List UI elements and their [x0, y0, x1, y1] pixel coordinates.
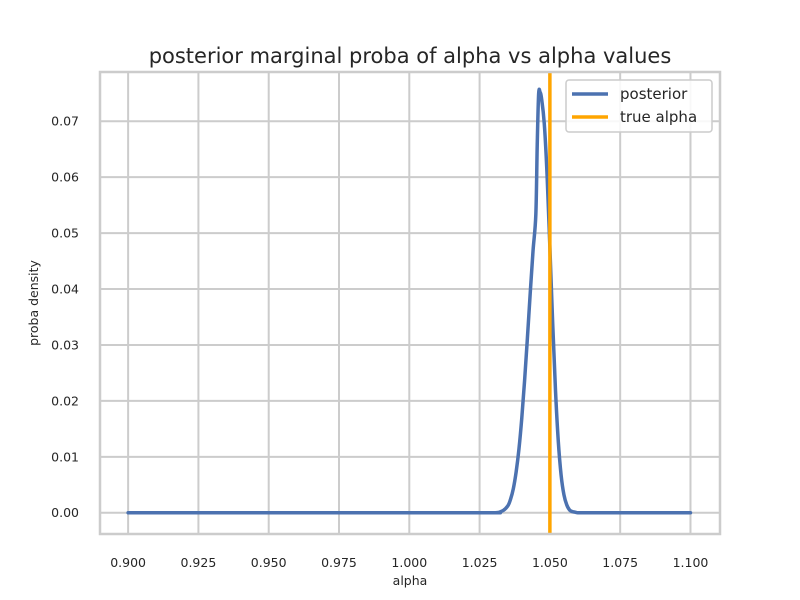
- y-tick-label: 0.00: [51, 505, 79, 520]
- x-axis-label: alpha: [393, 573, 428, 588]
- x-tick-label: 1.075: [602, 555, 638, 570]
- legend-label-true-alpha: true alpha: [620, 108, 697, 126]
- legend: posterior true alpha: [565, 79, 713, 133]
- y-tick-label: 0.07: [51, 114, 79, 129]
- plot-frame: [98, 70, 722, 536]
- y-tick-labels: 0.00 0.01 0.02 0.03 0.04 0.05 0.06 0.07: [51, 114, 79, 521]
- x-tick-label: 0.975: [321, 555, 357, 570]
- x-tick-label: 0.900: [110, 555, 146, 570]
- legend-label-posterior: posterior: [620, 85, 688, 103]
- x-tick-label: 1.050: [532, 555, 568, 570]
- x-tick-label: 0.925: [181, 555, 217, 570]
- y-tick-label: 0.03: [51, 337, 79, 352]
- series-layer: [126, 72, 693, 534]
- y-tick-label: 0.04: [51, 282, 79, 297]
- x-tick-labels: 0.900 0.925 0.950 0.975 1.000 1.025 1.050 1.075…: [110, 555, 708, 570]
- x-tick-label: 0.950: [251, 555, 287, 570]
- y-axis-label: proba density: [26, 259, 41, 345]
- x-tick-label: 1.000: [391, 555, 427, 570]
- y-tick-label: 0.01: [51, 449, 79, 464]
- y-tick-label: 0.02: [51, 393, 79, 408]
- y-tick-label: 0.05: [51, 226, 79, 241]
- chart-title: posterior marginal proba of alpha vs alp…: [149, 44, 672, 68]
- x-tick-label: 1.100: [673, 555, 709, 570]
- series-line-posterior: [126, 87, 693, 515]
- x-tick-label: 1.025: [462, 555, 498, 570]
- y-tick-label: 0.06: [51, 170, 79, 185]
